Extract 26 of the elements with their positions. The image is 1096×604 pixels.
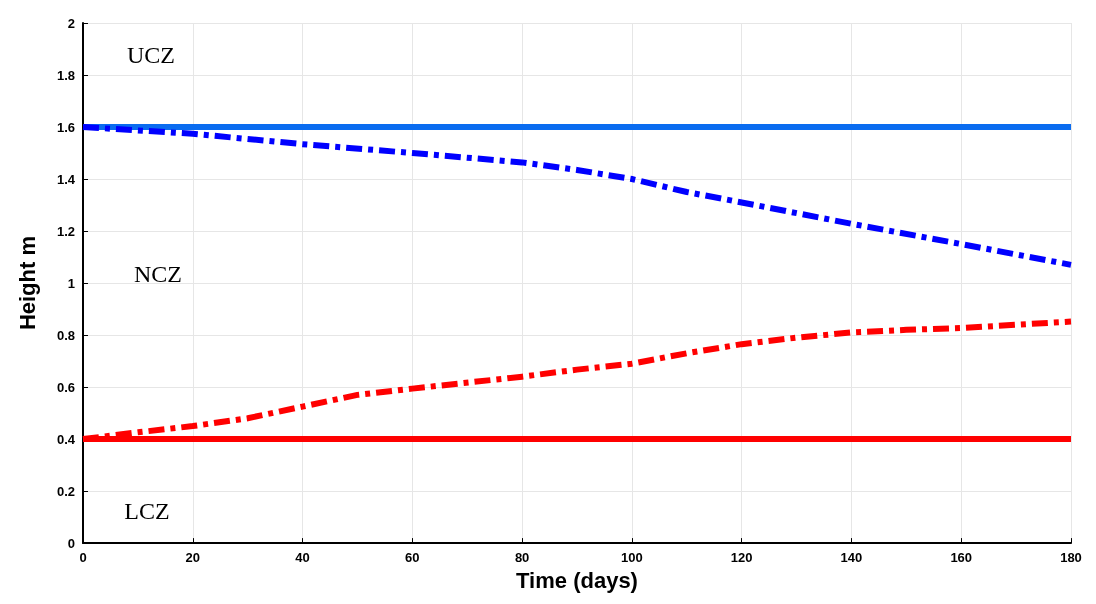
x-axis-title: Time (days) bbox=[516, 567, 638, 593]
y-tick-label: 1 bbox=[67, 275, 75, 291]
y-tick-label: 0.6 bbox=[56, 379, 75, 395]
y-tick-label: 0.2 bbox=[56, 483, 75, 499]
y-tick-label: 1.2 bbox=[56, 223, 75, 239]
y-tick-label: 0 bbox=[67, 535, 75, 551]
x-tick-label: 40 bbox=[295, 550, 310, 566]
x-tick-label: 20 bbox=[185, 550, 201, 566]
y-tick-label: 1.8 bbox=[56, 67, 75, 83]
x-tick-label: 180 bbox=[1060, 550, 1082, 566]
y-axis-title: Height m bbox=[14, 235, 40, 331]
x-tick-label: 100 bbox=[621, 550, 643, 566]
y-tick-label: 0.8 bbox=[56, 327, 75, 343]
x-tick-label: 80 bbox=[514, 550, 530, 566]
x-tick-label: 0 bbox=[79, 550, 87, 566]
y-tick-label: 0.4 bbox=[56, 431, 76, 447]
x-tick-label: 160 bbox=[950, 550, 973, 566]
x-tick-label: 60 bbox=[405, 550, 420, 566]
annotation: LCZ bbox=[124, 498, 170, 524]
y-tick-label: 1.6 bbox=[56, 119, 75, 135]
annotation: NCZ bbox=[134, 261, 182, 287]
x-tick-label: 140 bbox=[840, 550, 863, 566]
y-tick-label: 2 bbox=[67, 15, 75, 31]
y-tick-label: 1.4 bbox=[56, 171, 76, 187]
annotation: UCZ bbox=[127, 42, 175, 68]
x-tick-label: 120 bbox=[730, 550, 753, 566]
